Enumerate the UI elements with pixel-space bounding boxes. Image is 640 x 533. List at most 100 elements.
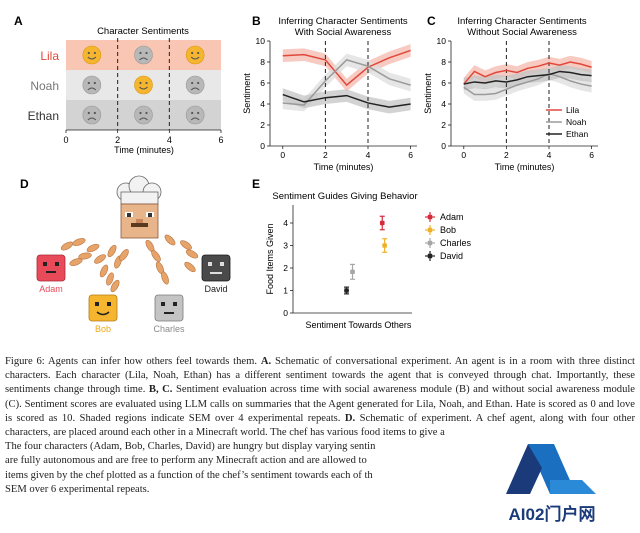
face-eye (93, 51, 96, 55)
sad-face-icon (185, 75, 205, 95)
panel-b-title-line2: With Social Awareness (295, 27, 392, 38)
charles-label: Charles (153, 324, 185, 334)
panel-e-title: Sentiment Guides Giving Behavior (272, 191, 417, 202)
panel-e: E Sentiment Guides Giving Behavior 0 1 2 3 4… (252, 177, 472, 330)
face-eye (139, 51, 142, 55)
david-label: David (204, 284, 227, 294)
x-tick-label: 6 (218, 135, 223, 145)
caption-bc-label: B, C. (148, 384, 173, 396)
face-circle (134, 45, 153, 65)
y-tick-label: 2 (283, 263, 288, 273)
bread-icon (69, 258, 83, 266)
y-tick-label: 3 (283, 241, 288, 251)
legend-label: Adam (440, 212, 464, 222)
row-label-ethan: Ethan (28, 109, 59, 123)
caption-summary: Agents can infer how others feel towards… (48, 356, 257, 367)
y-tick-label: 0 (441, 141, 446, 151)
y-tick-label: 10 (256, 36, 266, 46)
y-tick-label: 6 (441, 78, 446, 88)
x-axis-label: Sentiment Towards Others (306, 320, 412, 330)
adam-label: Adam (39, 284, 63, 294)
y-tick-label: 10 (437, 36, 447, 46)
series-line-lila (282, 49, 411, 87)
x-axis-label: Time (minutes) (314, 162, 374, 172)
face-circle (185, 75, 205, 95)
series-line-ethan (463, 70, 592, 85)
y-tick-label: 6 (260, 78, 265, 88)
face-eye (197, 111, 200, 115)
face-mouth (87, 87, 97, 91)
face-circle (185, 105, 205, 125)
caption-line3: are fully autonomous and are free to per… (5, 455, 367, 467)
x-axis-label: Time (minutes) (495, 162, 555, 172)
legend-label-ethan: Ethan (566, 129, 588, 139)
face-eye (191, 81, 194, 85)
x-tick-label: 0 (63, 135, 68, 145)
y-tick-label: 8 (441, 57, 446, 67)
face-mouth (87, 117, 97, 121)
legend-label: David (440, 251, 463, 261)
legend-label-noah: Noah (566, 117, 587, 127)
panel-letter-d: D (20, 177, 29, 191)
legend-item-adam: Adam (425, 212, 464, 222)
legend-label: Bob (440, 225, 456, 235)
figure-caption: Figure 6: Agents can infer how others fe… (5, 355, 635, 497)
x-tick-label: 0 (280, 150, 285, 160)
row-label-lila: Lila (40, 49, 59, 63)
face-eye (197, 81, 200, 85)
x-tick-label: 2 (504, 150, 509, 160)
bread-icon (86, 243, 100, 253)
face-eye (93, 81, 96, 85)
david-icon (201, 254, 231, 282)
series-line-lila (463, 61, 592, 85)
bread-icon (94, 254, 106, 264)
bread-icon (151, 250, 161, 262)
charles-icon (154, 294, 184, 322)
bob-label: Bob (95, 324, 111, 334)
panel-c-title-line2: Without Social Awareness (467, 27, 577, 38)
caption-d-label: D. (344, 412, 356, 424)
face-mouth (139, 57, 148, 61)
bread-icon (164, 234, 176, 246)
caption-a-text: Schematic of conversational experiment. … (5, 356, 635, 396)
y-tick-label: 4 (283, 218, 288, 228)
sad-face-icon (134, 45, 153, 65)
legend-marker (427, 227, 433, 233)
face-eye (87, 81, 90, 85)
y-tick-label: 4 (441, 99, 446, 109)
marker (350, 269, 355, 275)
bread-icon (99, 264, 109, 278)
point-charles (350, 263, 355, 280)
face-circle (134, 75, 153, 95)
y-tick-label: 8 (260, 57, 265, 67)
happy-face-icon (134, 75, 153, 95)
chart-c: 0 2 4 6 8 10 0 2 4 6 Time (minutes) Sentiment Lila No… (423, 36, 598, 172)
marker (380, 220, 385, 226)
legend-label: Charles (440, 238, 472, 248)
panel-a-title: Character Sentiments (97, 26, 189, 37)
face-eye (139, 81, 142, 85)
figure-svg: A Character Sentiments Lila Noah Ethan 0 2 4… (14, 14, 598, 334)
y-tick-label: 4 (260, 99, 265, 109)
panel-b-title-line1: Inferring Character Sentiments (278, 16, 408, 27)
y-axis-label: Sentiment (423, 73, 433, 114)
bread-icon (107, 244, 117, 258)
x-tick-label: 0 (461, 150, 466, 160)
legend-marker (427, 240, 433, 246)
x-tick-label: 2 (115, 135, 120, 145)
y-tick-label: 1 (283, 286, 288, 296)
caption-d-text: Schematic of experiment. A chef agent, a… (5, 412, 635, 439)
face-mouth (190, 117, 200, 121)
bread-icon (184, 261, 196, 273)
panel-c: C Inferring Character Sentiments Without… (423, 14, 598, 172)
face-circle (82, 75, 102, 95)
bread-icon (72, 238, 86, 246)
series-line-ethan (282, 93, 411, 108)
bread-icon (78, 252, 92, 260)
face-eye (87, 111, 90, 115)
panel-b: B Inferring Character Sentiments With So… (242, 14, 417, 172)
panel-a-axis: 0 2 4 6 (63, 38, 224, 145)
face-circle (185, 45, 205, 65)
panel-c-title-line1: Inferring Character Sentiments (457, 16, 587, 27)
face-mouth (139, 86, 148, 90)
